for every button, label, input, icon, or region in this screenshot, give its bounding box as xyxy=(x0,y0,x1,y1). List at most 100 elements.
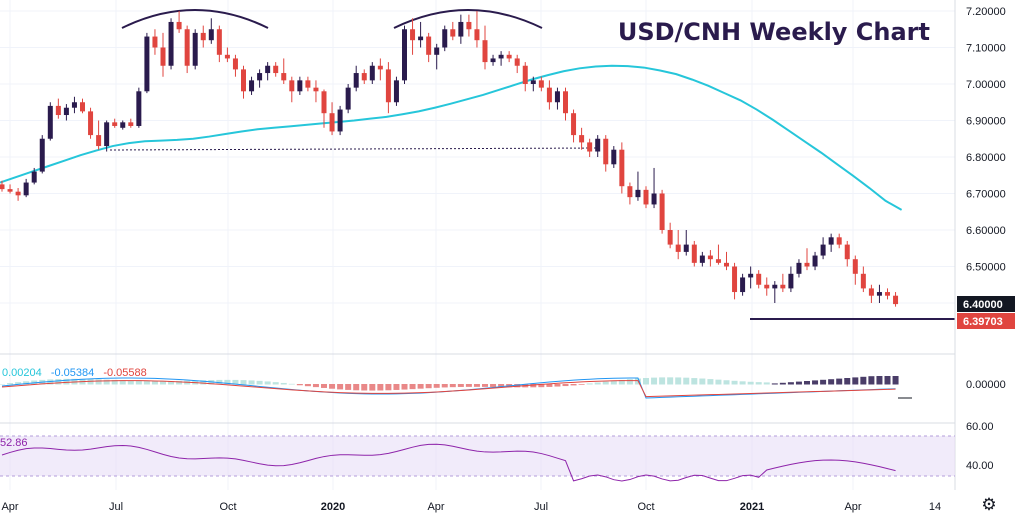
macd-bar xyxy=(804,381,810,385)
macd-bar xyxy=(248,380,255,385)
macd-axis-tick: 0.00000 xyxy=(966,379,1006,391)
gear-icon[interactable]: ⚙ xyxy=(981,495,997,515)
macd-bar xyxy=(892,376,899,385)
candle-down xyxy=(313,87,319,92)
x-tick-label: Apr xyxy=(844,501,861,513)
candle-up xyxy=(369,65,375,81)
macd-bar xyxy=(7,383,14,385)
rsi-axis-tick-60: 60.00 xyxy=(966,421,994,433)
macd-bar xyxy=(393,384,400,390)
candle-up xyxy=(812,255,818,267)
macd-bar xyxy=(659,377,666,385)
macd-bar xyxy=(441,384,448,388)
candle-down xyxy=(80,102,85,112)
candle-up xyxy=(530,80,536,84)
candle-up xyxy=(434,47,440,55)
candle-down xyxy=(184,29,190,66)
candle-up xyxy=(265,65,271,74)
x-tick-label: 2021 xyxy=(740,501,764,513)
time-gridlines xyxy=(9,0,854,490)
macd-bar xyxy=(304,384,311,387)
macd-bar xyxy=(610,380,617,385)
macd-bar xyxy=(232,379,239,385)
candle-up xyxy=(796,262,802,274)
macd-bar xyxy=(779,382,786,385)
candle-down xyxy=(55,105,61,116)
candle-down xyxy=(385,69,391,103)
macd-bar xyxy=(868,376,875,385)
candle-up xyxy=(249,80,255,92)
macd-bar xyxy=(361,384,368,391)
macd-bar xyxy=(812,380,819,385)
macd-bar xyxy=(377,384,384,391)
candle-down xyxy=(152,36,158,48)
macd-bar xyxy=(715,379,722,385)
rsi-value: 52.86 xyxy=(0,437,28,449)
candle-down xyxy=(707,255,713,260)
candle-up xyxy=(748,273,754,278)
macd-bar xyxy=(337,384,344,390)
candle-up xyxy=(393,80,399,103)
macd-bar xyxy=(296,384,303,386)
candle-up xyxy=(208,29,214,41)
macd-bar xyxy=(168,381,175,385)
candle-down xyxy=(0,184,5,190)
macd-bar xyxy=(795,381,802,385)
candle-up xyxy=(337,109,343,132)
candle-down xyxy=(732,266,738,293)
x-tick-label: 2020 xyxy=(321,501,345,513)
macd-bar xyxy=(876,376,883,385)
candle-up xyxy=(402,29,407,81)
macd-bar xyxy=(546,384,553,387)
y-tick-label: 7.20000 xyxy=(966,6,1006,18)
macd-bar xyxy=(763,382,770,385)
macd-bar xyxy=(0,384,5,385)
macd-bar xyxy=(176,380,183,385)
candle-down xyxy=(563,91,568,114)
macd-bar xyxy=(160,381,166,385)
macd-bar xyxy=(119,380,126,385)
y-tick-label: 7.00000 xyxy=(966,79,1006,91)
macd-bar xyxy=(449,384,456,388)
macd-bar xyxy=(465,384,472,387)
candle-down xyxy=(893,295,899,305)
candle-down xyxy=(522,65,528,84)
macd-bar xyxy=(651,377,658,385)
candle-down xyxy=(691,244,697,263)
candle-down xyxy=(885,292,890,296)
price-gridlines xyxy=(0,10,955,304)
macd-bar xyxy=(264,381,271,385)
candle-down xyxy=(128,122,134,126)
macd-bar xyxy=(417,384,424,389)
candle-up xyxy=(554,91,560,103)
macd-bar xyxy=(586,383,593,385)
candle-up xyxy=(120,122,126,128)
candle-up xyxy=(257,73,263,81)
macd-pane xyxy=(0,376,912,399)
candle-down xyxy=(756,273,762,285)
macd-bar xyxy=(755,382,762,385)
x-tick-label: Apr xyxy=(1,501,18,513)
macd-bar xyxy=(224,379,231,385)
candle-down xyxy=(514,58,520,66)
candle-up xyxy=(651,193,657,205)
macd-bar xyxy=(820,379,827,385)
macd-bar xyxy=(626,379,633,385)
candle-down xyxy=(7,189,13,192)
x-tick-label: Jul xyxy=(109,501,123,513)
macd-bar xyxy=(23,381,30,385)
macd-bar xyxy=(844,378,851,385)
macd-bar xyxy=(530,384,537,388)
macd-bar xyxy=(15,382,22,385)
candle-down xyxy=(474,29,480,41)
macd-bar xyxy=(570,384,577,386)
candle-down xyxy=(321,91,327,114)
macd-bar xyxy=(578,384,585,385)
neckline-dotted xyxy=(109,147,601,151)
macd-bar xyxy=(771,383,778,385)
macd-bar xyxy=(433,384,440,388)
candle-down xyxy=(426,36,432,55)
price-tag-current: 6.39703 xyxy=(957,313,1015,329)
macd-bar xyxy=(683,377,690,385)
candle-down xyxy=(667,230,673,245)
